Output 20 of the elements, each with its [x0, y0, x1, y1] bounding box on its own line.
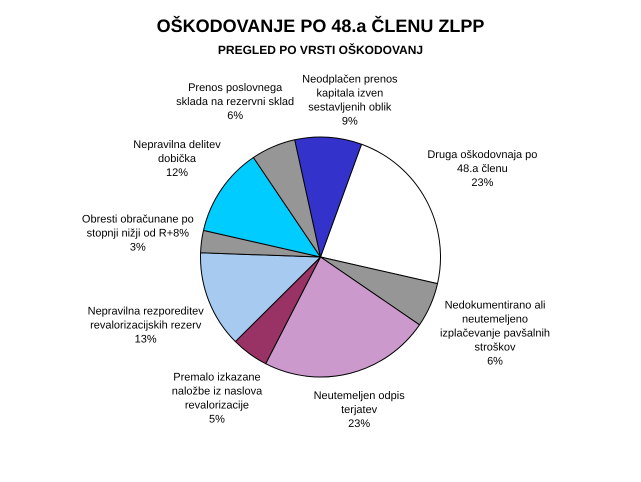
slice-label: Prenos poslovnega sklada na rezervni sklad: [176, 82, 294, 108]
data-label: 23%: [348, 418, 370, 430]
data-label: 6%: [487, 355, 504, 368]
data-label: 5%: [209, 414, 226, 426]
slice-label: Neodplačen prenos kapitala izven sestavljenih oblik: [302, 73, 398, 114]
data-label: 23%: [471, 176, 494, 189]
slice-label: Neutemeljen odpis terjatev: [314, 390, 406, 416]
data-label: 13%: [134, 334, 157, 346]
slice-label: Nepravilna rezporeditev revalorizacijskih rezerv: [88, 306, 204, 332]
slice-label: Nepravilna delitev dobička: [133, 138, 222, 165]
chart-subtitle: PREGLED PO VRSTI OŠKODOVANJ: [218, 43, 424, 58]
chart-title: OŠKODOVANJE PO 48.a ČLENU ZLPP: [156, 14, 484, 36]
slice-label: Premalo izkazane naložbe iz naslova revalorizacije: [172, 372, 264, 412]
slice-label: Druga oškodovnaja po 48.a členu: [427, 148, 538, 175]
data-label: 9%: [342, 115, 358, 128]
slice-label: Obresti obračunane po stopnji nižji od R+8%: [82, 213, 194, 240]
data-label: 3%: [130, 241, 146, 254]
data-label: 6%: [227, 110, 244, 122]
data-label: 12%: [166, 166, 188, 179]
slice-label: Nedokumentirano ali neutemeljeno izplačevanje pavšalnih stroškov: [440, 299, 550, 354]
